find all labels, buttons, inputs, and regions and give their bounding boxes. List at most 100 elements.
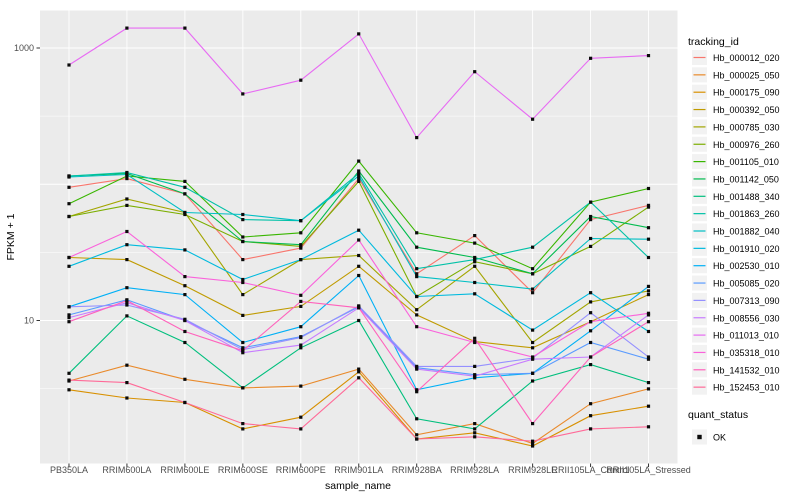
data-point: [241, 258, 245, 262]
data-point: [299, 293, 303, 297]
data-point: [299, 299, 303, 303]
data-point: [67, 313, 71, 317]
data-point: [589, 402, 593, 406]
legend-item-Hb_001142_050: Hb_001142_050: [692, 171, 779, 187]
legend-item-Hb_000785_030: Hb_000785_030: [692, 119, 780, 135]
data-point: [415, 275, 419, 279]
data-point: [589, 300, 593, 304]
data-point: [125, 286, 129, 290]
data-point: [473, 427, 477, 431]
data-point: [183, 248, 187, 252]
data-point: [589, 236, 593, 241]
data-point: [299, 304, 303, 308]
data-point: [183, 284, 187, 288]
ok-square-marker-icon: [697, 434, 702, 440]
data-point: [531, 272, 535, 276]
data-point: [183, 377, 187, 381]
legend-item-label: Hb_001142_050: [713, 174, 779, 184]
data-point: [357, 174, 361, 178]
data-point: [357, 253, 361, 258]
data-point: [589, 427, 593, 431]
data-point: [67, 264, 71, 268]
data-point: [531, 357, 535, 361]
legend-item-Hb_152453_010: Hb_152453_010: [692, 379, 780, 395]
data-point: [589, 291, 593, 295]
legend-item-label: Hb_007313_090: [713, 296, 780, 306]
data-point: [183, 185, 187, 189]
data-point: [589, 414, 593, 418]
data-point: [183, 179, 187, 183]
data-point: [415, 245, 419, 249]
data-point: [646, 404, 651, 408]
data-point: [299, 384, 303, 388]
legend-item-label: Hb_008556_030: [713, 313, 780, 323]
data-point: [646, 425, 651, 429]
data-point: [473, 260, 477, 264]
data-point: [531, 340, 535, 345]
legend-quant-status: OK: [692, 429, 726, 445]
data-point: [183, 400, 187, 405]
data-point: [415, 308, 419, 312]
data-point: [646, 226, 651, 230]
legend-item-Hb_002530_010: Hb_002530_010: [692, 258, 780, 274]
data-point: [589, 340, 593, 345]
data-point: [415, 433, 419, 437]
legend-item-Hb_001882_040: Hb_001882_040: [692, 223, 780, 239]
data-point: [473, 70, 477, 74]
data-point: [357, 273, 361, 278]
status-legend-item: OK: [692, 429, 726, 445]
data-point: [531, 444, 535, 448]
data-point: [357, 228, 361, 232]
data-point: [415, 367, 419, 371]
x-tick-label: RRIM600LE: [160, 465, 209, 475]
data-point: [473, 340, 477, 345]
data-point: [473, 292, 477, 296]
data-point: [67, 185, 71, 189]
axis-tick-marks: [36, 47, 650, 467]
data-point: [415, 231, 419, 235]
data-point: [357, 264, 361, 268]
data-point: [415, 267, 419, 271]
data-point: [183, 192, 187, 196]
data-point: [241, 422, 245, 426]
data-point: [415, 272, 419, 276]
data-point: [241, 313, 245, 317]
data-point: [646, 357, 651, 361]
data-point: [241, 386, 245, 390]
data-point: [125, 314, 129, 318]
legend-item-Hb_000025_050: Hb_000025_050: [692, 67, 780, 83]
legend-item-label: Hb_002530_010: [713, 261, 780, 271]
data-point: [183, 210, 187, 215]
data-point: [299, 219, 303, 223]
data-point: [646, 289, 651, 293]
data-point: [125, 258, 129, 262]
data-point: [357, 370, 361, 374]
data-point: [241, 235, 245, 239]
data-point: [125, 172, 129, 177]
data-point: [299, 243, 303, 247]
legend-item-Hb_001105_010: Hb_001105_010: [692, 154, 779, 170]
data-point: [299, 335, 303, 340]
legend-item-label: Hb_035318_010: [713, 348, 780, 358]
data-point: [299, 258, 303, 262]
legend-item-label: Hb_152453_010: [713, 383, 780, 393]
data-point: [125, 243, 129, 247]
data-point: [589, 329, 593, 333]
x-tick-label: RRII105LA_Stressed: [606, 465, 691, 475]
data-point: [473, 336, 477, 340]
data-point: [357, 318, 361, 323]
legend-title-tracking-id: tracking_id: [688, 36, 739, 48]
data-point: [589, 244, 593, 248]
data-point: [473, 364, 477, 368]
data-point: [241, 293, 245, 297]
data-point: [183, 293, 187, 297]
data-point: [646, 203, 651, 207]
data-point: [531, 346, 535, 350]
data-point: [183, 318, 187, 323]
data-point: [415, 313, 419, 317]
data-point: [125, 396, 129, 400]
data-point: [241, 218, 245, 222]
data-point: [646, 311, 651, 315]
data-point: [415, 437, 419, 441]
